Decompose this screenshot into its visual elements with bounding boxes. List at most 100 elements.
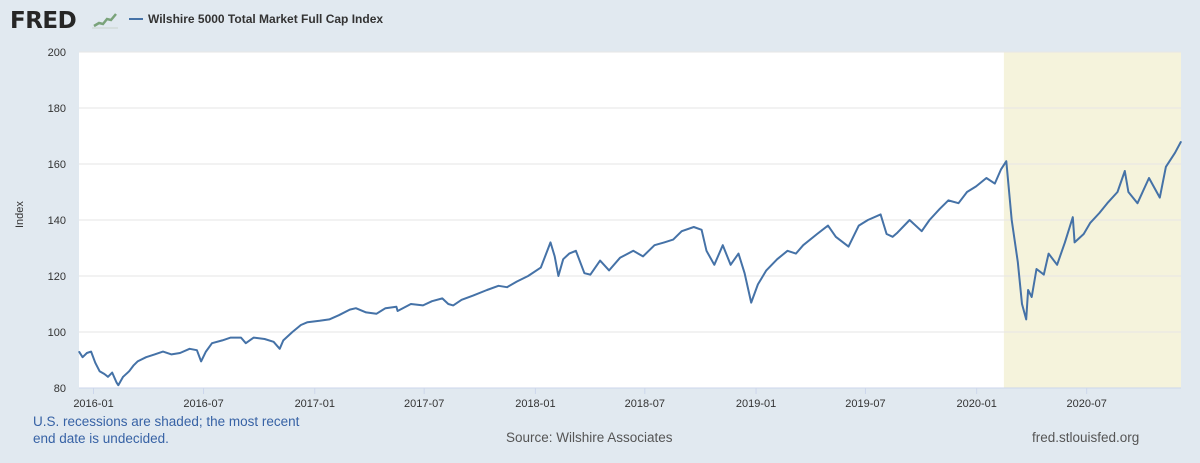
x-tick-label: 2018-01 — [515, 398, 555, 410]
x-tick-label: 2017-07 — [404, 398, 444, 410]
data-point — [1127, 191, 1129, 193]
x-tick-label: 2018-07 — [625, 398, 665, 410]
data-point — [264, 338, 266, 340]
data-point — [867, 219, 869, 221]
data-point — [145, 356, 147, 358]
data-point — [722, 244, 724, 246]
data-point — [506, 286, 508, 288]
y-tick-label: 160 — [48, 159, 66, 171]
data-point — [306, 321, 309, 323]
data-point — [540, 267, 542, 269]
data-point — [599, 260, 601, 262]
data-point — [1072, 216, 1074, 218]
data-point — [395, 306, 397, 308]
data-point — [328, 318, 330, 320]
data-point — [880, 213, 882, 215]
recession-note: U.S. recessions are shaded; the most rec… — [33, 413, 343, 447]
data-point — [103, 373, 105, 375]
data-point — [672, 239, 674, 241]
data-point — [452, 304, 454, 306]
data-point — [554, 255, 556, 257]
data-point — [221, 339, 223, 341]
x-tick-label: 2019-07 — [845, 398, 885, 410]
data-point — [111, 372, 113, 374]
data-point — [947, 199, 949, 201]
data-point — [730, 264, 732, 266]
data-point — [589, 274, 592, 276]
data-point — [422, 304, 424, 306]
data-point — [300, 324, 302, 326]
data-point — [1124, 170, 1126, 172]
data-point — [909, 219, 911, 221]
data-point — [162, 351, 164, 353]
data-point — [319, 320, 321, 322]
data-point — [273, 341, 275, 343]
site-link[interactable]: fred.stlouisfed.org — [1032, 430, 1140, 445]
x-tick-label: 2020-01 — [956, 398, 996, 410]
data-point — [78, 351, 80, 353]
data-point — [99, 370, 101, 372]
legend[interactable]: Wilshire 5000 Total Market Full Cap Inde… — [129, 12, 383, 26]
data-point — [349, 309, 351, 311]
legend-swatch — [129, 18, 143, 20]
data-point — [189, 348, 191, 350]
x-tick-label: 2020-07 — [1067, 398, 1107, 410]
data-point — [497, 285, 500, 287]
y-tick-label: 100 — [48, 327, 66, 339]
data-point — [632, 250, 634, 252]
y-tick-label: 120 — [48, 271, 66, 283]
y-tick-label: 200 — [48, 47, 66, 59]
x-tick-label: 2017-01 — [295, 398, 335, 410]
data-point — [705, 250, 708, 252]
data-point — [1098, 212, 1100, 214]
data-point — [447, 303, 449, 305]
data-point — [568, 253, 570, 255]
data-point — [557, 275, 560, 277]
fred-logo[interactable]: FRED — [10, 8, 77, 34]
data-point — [549, 241, 552, 243]
y-tick-label: 140 — [48, 215, 66, 227]
data-point — [94, 362, 96, 364]
data-point — [835, 236, 837, 238]
data-point — [128, 370, 130, 372]
data-point — [365, 311, 367, 313]
data-point — [230, 337, 232, 339]
data-point — [1035, 268, 1038, 270]
data-point — [115, 381, 118, 383]
data-point — [122, 376, 124, 378]
data-point — [892, 236, 894, 238]
data-point — [384, 307, 387, 309]
data-point — [776, 258, 778, 260]
data-point — [1000, 169, 1002, 171]
data-point — [205, 351, 207, 353]
data-point — [693, 226, 695, 228]
data-point — [619, 257, 621, 259]
data-point — [461, 299, 463, 301]
data-point — [757, 283, 759, 285]
data-point — [1106, 202, 1108, 204]
data-point — [847, 246, 850, 248]
data-point — [896, 232, 899, 234]
x-tick-label: 2019-01 — [736, 398, 776, 410]
data-point — [786, 250, 789, 252]
data-point — [663, 241, 665, 243]
data-point — [701, 229, 703, 231]
data-point — [355, 307, 357, 309]
data-point — [82, 356, 84, 358]
data-point — [1180, 141, 1182, 143]
data-point — [1064, 241, 1066, 243]
data-point — [253, 337, 255, 339]
data-point — [802, 244, 804, 246]
y-tick-label: 80 — [54, 383, 66, 395]
data-point — [713, 264, 715, 266]
data-point — [1025, 318, 1027, 320]
data-point — [282, 339, 284, 341]
data-point — [90, 351, 92, 353]
recession-note-line-1: U.S. recessions are shaded; the most rec… — [33, 414, 300, 429]
data-point — [653, 244, 656, 246]
data-point — [1027, 289, 1029, 291]
data-point — [575, 250, 577, 252]
data-point — [132, 365, 134, 367]
data-point — [642, 255, 644, 257]
